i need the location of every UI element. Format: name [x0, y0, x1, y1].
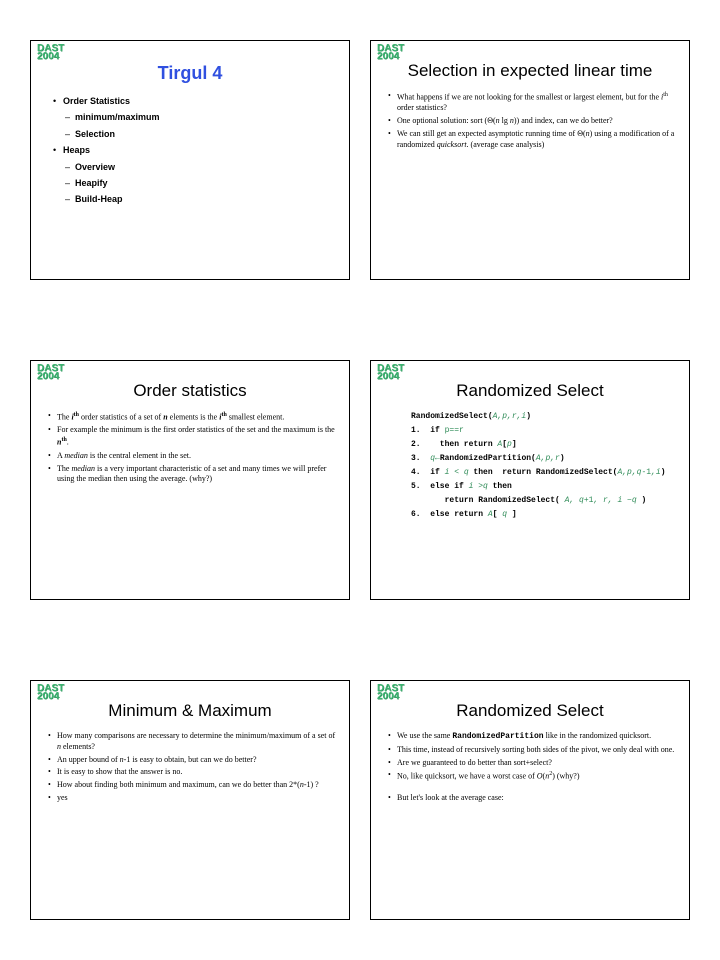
dast-logo: DAST2004: [377, 365, 404, 381]
content-line: [383, 785, 677, 791]
slide-1: DAST2004 Tirgul 4 Order Statistics minimum/…: [30, 40, 350, 280]
slide-content: RandomizedSelect(A,p,r,i) 1. if p==r 2. th…: [383, 411, 677, 521]
content-line: How about finding both minimum and maxim…: [43, 780, 337, 791]
content-line: return RandomizedSelect( A, q+1, r, i −q…: [411, 495, 677, 507]
slide-6: DAST2004Randomized Select We use the same…: [370, 680, 690, 920]
content-line: Order Statistics: [43, 94, 337, 108]
content-line: Selection: [43, 127, 337, 141]
dast-logo: DAST2004: [37, 685, 64, 701]
content-line: Overview: [43, 160, 337, 174]
content-line: Build-Heap: [43, 192, 337, 206]
content-line: Heapify: [43, 176, 337, 190]
slide-title: Tirgul 4: [43, 63, 337, 84]
content-line: RandomizedSelect(A,p,r,i): [411, 411, 677, 423]
content-line: It is easy to show that the answer is no…: [43, 767, 337, 778]
slide-content: How many comparisons are necessary to de…: [43, 731, 337, 804]
slide-content: What happens if we are not looking for t…: [383, 91, 677, 151]
slide-title: Selection in expected linear time: [383, 61, 677, 81]
slide-5: DAST2004Minimum & Maximum How many compar…: [30, 680, 350, 920]
slide-title: Randomized Select: [383, 381, 677, 401]
content-line: An upper bound of n-1 is easy to obtain,…: [43, 755, 337, 766]
slide-title: Minimum & Maximum: [43, 701, 337, 721]
content-line: What happens if we are not looking for t…: [383, 91, 677, 114]
content-line: 4. if i < q then return RandomizedSelect…: [411, 467, 677, 479]
content-line: But let's look at the average case:: [383, 793, 677, 804]
content-line: The median is a very important character…: [43, 464, 337, 486]
slide-title: Order statistics: [43, 381, 337, 401]
slides-grid: DAST2004 Tirgul 4 Order Statistics minimum/…: [30, 40, 690, 920]
slide-title: Randomized Select: [383, 701, 677, 721]
slide-4: DAST2004Randomized Select RandomizedSelec…: [370, 360, 690, 600]
content-line: 3. q←RandomizedPartition(A,p,r): [411, 453, 677, 465]
content-line: One optional solution: sort (Θ(n lg n)) …: [383, 116, 677, 127]
dast-logo: DAST2004: [377, 45, 404, 61]
content-line: For example the minimum is the first ord…: [43, 425, 337, 448]
slide-content: We use the same RandomizedPartition like…: [383, 731, 677, 804]
slide-2: DAST2004Selection in expected linear tim…: [370, 40, 690, 280]
content-line: The ith order statistics of a set of n e…: [43, 411, 337, 423]
content-line: This time, instead of recursively sortin…: [383, 745, 677, 756]
content-line: Heaps: [43, 143, 337, 157]
content-line: A median is the central element in the s…: [43, 451, 337, 462]
content-line: We can still get an expected asymptotic …: [383, 129, 677, 151]
content-line: We use the same RandomizedPartition like…: [383, 731, 677, 743]
content-line: 2. then return A[p]: [411, 439, 677, 451]
content-line: No, like quicksort, we have a worst case…: [383, 770, 677, 782]
content-line: 5. else if i >q then: [411, 481, 677, 493]
slide-content: Order Statistics minimum/maximum Selection…: [43, 94, 337, 207]
slide-content: The ith order statistics of a set of n e…: [43, 411, 337, 485]
dast-logo: DAST2004: [37, 45, 64, 61]
dast-logo: DAST2004: [377, 685, 404, 701]
content-line: 6. else return A[ q ]: [411, 509, 677, 521]
content-line: minimum/maximum: [43, 110, 337, 124]
dast-logo: DAST2004: [37, 365, 64, 381]
content-line: yes: [43, 793, 337, 804]
slide-3: DAST2004Order statistics The ith order st…: [30, 360, 350, 600]
content-line: 1. if p==r: [411, 425, 677, 437]
content-line: Are we guaranteed to do better than sort…: [383, 758, 677, 769]
content-line: How many comparisons are necessary to de…: [43, 731, 337, 753]
